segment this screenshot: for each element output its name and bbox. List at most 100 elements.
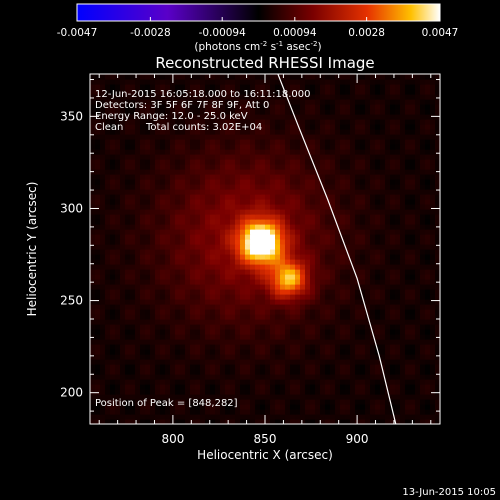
heatmap-cell (220, 124, 226, 130)
heatmap-cell (170, 249, 176, 255)
heatmap-cell (405, 359, 411, 365)
heatmap-cell (130, 404, 136, 410)
heatmap-cell (320, 259, 326, 265)
heatmap-cell (160, 314, 166, 320)
heatmap-cell (415, 169, 421, 175)
heatmap-cell (220, 79, 226, 85)
heatmap-cell (250, 344, 256, 350)
heatmap-cell (140, 104, 146, 110)
heatmap-cell (185, 344, 191, 350)
heatmap-cell (190, 364, 196, 370)
heatmap-cell (195, 139, 201, 145)
heatmap-cell (275, 174, 281, 180)
heatmap-cell (420, 389, 426, 395)
heatmap-cell (285, 349, 291, 355)
heatmap-cell (210, 149, 216, 155)
heatmap-cell (245, 94, 251, 100)
heatmap-cell (405, 379, 411, 385)
heatmap-cell (190, 359, 196, 365)
heatmap-cell (340, 94, 346, 100)
heatmap-cell (100, 79, 106, 85)
heatmap-cell (160, 254, 166, 260)
heatmap-cell (390, 404, 396, 410)
heatmap-cell (275, 224, 281, 230)
heatmap-cell (420, 384, 426, 390)
heatmap-cell (120, 104, 126, 110)
heatmap-cell (395, 334, 401, 340)
heatmap-cell (250, 224, 256, 230)
heatmap-cell (370, 129, 376, 135)
heatmap-cell (200, 314, 206, 320)
heatmap-cell (285, 404, 291, 410)
heatmap-cell (250, 249, 256, 255)
heatmap-cell (420, 249, 426, 255)
heatmap-cell (150, 404, 156, 410)
heatmap-cell (340, 214, 346, 220)
heatmap-cell (120, 274, 126, 280)
heatmap-cell (200, 249, 206, 255)
heatmap-cell (345, 314, 351, 320)
heatmap-cell (155, 399, 161, 405)
heatmap-cell (170, 219, 176, 225)
heatmap-cell (340, 359, 346, 365)
heatmap-cell (120, 114, 126, 120)
heatmap-cell (390, 164, 396, 170)
heatmap-cell (355, 154, 361, 160)
heatmap-cell (135, 124, 141, 130)
heatmap-cell (150, 229, 156, 235)
heatmap-cell (250, 309, 256, 315)
heatmap-cell (170, 389, 176, 395)
heatmap-cell (345, 144, 351, 150)
heatmap-cell (400, 79, 406, 85)
heatmap-cell (235, 159, 241, 165)
heatmap-cell (400, 144, 406, 150)
heatmap-cell (340, 349, 346, 355)
heatmap-cell (100, 264, 106, 270)
heatmap-cell (230, 169, 236, 175)
heatmap-cell (380, 294, 386, 300)
heatmap-cell (260, 269, 266, 275)
heatmap-cell (240, 264, 246, 270)
heatmap-cell (190, 289, 196, 295)
heatmap-cell (210, 334, 216, 340)
heatmap-cell (425, 314, 431, 320)
heatmap-cell (420, 179, 426, 185)
heatmap-cell (400, 384, 406, 390)
heatmap-cell (325, 104, 331, 110)
heatmap-cell (235, 149, 241, 155)
heatmap-cell (295, 89, 301, 95)
heatmap-cell (195, 134, 201, 140)
heatmap-cell (110, 289, 116, 295)
heatmap-cell (140, 129, 146, 135)
heatmap-cell (130, 339, 136, 345)
heatmap-cell (425, 219, 431, 225)
heatmap-cell (95, 249, 101, 255)
heatmap-cell (420, 169, 426, 175)
heatmap-cell (110, 309, 116, 315)
heatmap-cell (275, 139, 281, 145)
heatmap-cell (325, 394, 331, 400)
heatmap-cell (190, 349, 196, 355)
heatmap-cell (380, 124, 386, 130)
heatmap-cell (165, 364, 171, 370)
heatmap-cell (135, 134, 141, 140)
heatmap-cell (195, 289, 201, 295)
heatmap-cell (360, 224, 366, 230)
heatmap-cell (400, 409, 406, 415)
heatmap-cell (215, 419, 221, 424)
heatmap-cell (245, 374, 251, 380)
heatmap-cell (345, 364, 351, 370)
heatmap-cell (335, 394, 341, 400)
heatmap-cell (90, 129, 96, 135)
heatmap-cell (175, 249, 181, 255)
heatmap-cell (360, 129, 366, 135)
heatmap-cell (385, 314, 391, 320)
heatmap-cell (195, 394, 201, 400)
heatmap-cell (330, 89, 336, 95)
heatmap-cell (295, 124, 301, 130)
heatmap-cell (245, 414, 251, 420)
heatmap-cell (235, 339, 241, 345)
heatmap-cell (345, 164, 351, 170)
heatmap-cell (90, 414, 96, 420)
heatmap-cell (210, 129, 216, 135)
